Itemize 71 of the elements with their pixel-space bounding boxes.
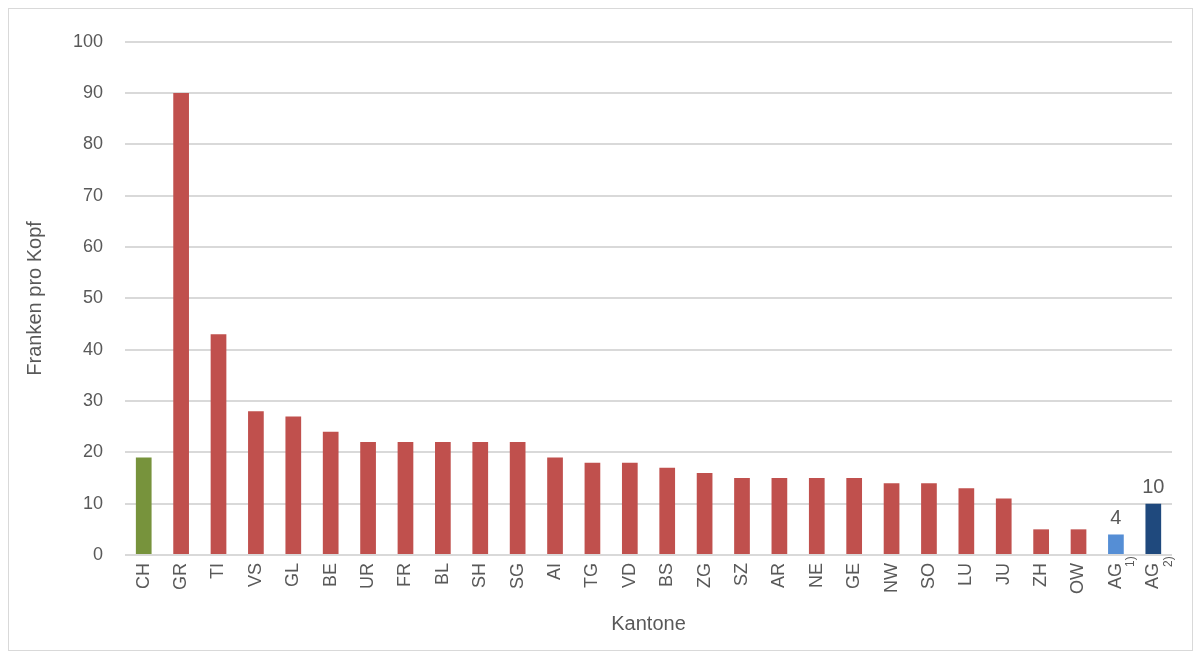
x-tick-label: AI <box>544 563 565 581</box>
bar <box>210 334 227 555</box>
bar <box>1145 503 1162 555</box>
bar <box>472 442 489 555</box>
x-tick-label: NW <box>880 563 901 594</box>
x-tick-label: GR <box>170 563 191 591</box>
y-tick-label: 40 <box>83 338 104 359</box>
x-tick-label: TI <box>207 563 228 580</box>
x-tick-label: ZG <box>693 563 714 589</box>
x-tick-label: FR <box>394 563 415 588</box>
x-axis-title: Kantone <box>611 611 686 634</box>
y-tick-label: 70 <box>83 184 104 205</box>
data-label: 10 <box>1142 475 1165 498</box>
bar <box>883 483 900 555</box>
bar <box>771 478 788 555</box>
bar <box>921 483 937 555</box>
bar <box>248 411 264 555</box>
bar <box>995 498 1012 555</box>
bar <box>435 442 451 555</box>
bar <box>509 442 526 555</box>
bar <box>808 478 825 555</box>
bar <box>135 457 152 555</box>
x-tick-label: UR <box>357 563 378 590</box>
bar <box>621 462 638 555</box>
bar <box>659 467 676 555</box>
x-tick-label: AR <box>768 563 789 589</box>
bar <box>322 431 339 555</box>
y-tick-label: 0 <box>93 543 104 564</box>
y-tick-label: 100 <box>72 30 104 51</box>
x-tick-label: SH <box>469 563 490 589</box>
x-tick-label: OW <box>1067 563 1088 595</box>
x-tick-label: JU <box>992 563 1013 586</box>
bar <box>173 93 189 555</box>
bar <box>360 442 376 555</box>
data-label: 4 <box>1110 506 1122 528</box>
x-tick-label: BL <box>431 563 452 586</box>
bar <box>1033 529 1049 555</box>
x-tick-label: CH <box>132 563 153 590</box>
bar <box>1108 534 1124 555</box>
x-tick-label: GE <box>843 563 864 590</box>
bar <box>846 478 863 555</box>
y-tick-label: 60 <box>83 236 104 257</box>
y-axis-title: Franken pro Kopf <box>22 220 45 376</box>
x-tick-label: SZ <box>730 563 751 587</box>
bar <box>1070 529 1087 555</box>
x-tick-label: BS <box>656 563 677 588</box>
x-tick-label: SO <box>917 563 938 590</box>
x-tick-label: BE <box>319 563 340 588</box>
x-tick-label: ZH <box>1030 563 1051 588</box>
bar <box>734 478 750 555</box>
x-tick-label: SG <box>506 563 527 590</box>
y-tick-label: 90 <box>83 82 104 103</box>
x-tick-label: VS <box>244 563 265 588</box>
bar <box>285 416 302 555</box>
bar <box>397 442 414 555</box>
x-tick-label: VD <box>618 563 639 589</box>
bar <box>547 457 563 555</box>
category-label: AG1) <box>1104 556 1138 590</box>
y-tick-label: 50 <box>83 287 104 308</box>
y-tick-label: 30 <box>83 390 104 411</box>
x-tick-label: TG <box>581 563 602 589</box>
x-tick-label: NE <box>805 563 826 589</box>
x-tick-label: LU <box>955 563 976 587</box>
y-tick-label: 80 <box>83 133 104 154</box>
y-tick-label: 10 <box>83 492 104 513</box>
category-label: AG2) <box>1142 556 1175 590</box>
bar <box>958 488 975 555</box>
y-tick-label: 20 <box>83 441 104 462</box>
bar <box>696 472 713 555</box>
bar <box>584 462 601 555</box>
x-tick-label: GL <box>282 563 303 588</box>
